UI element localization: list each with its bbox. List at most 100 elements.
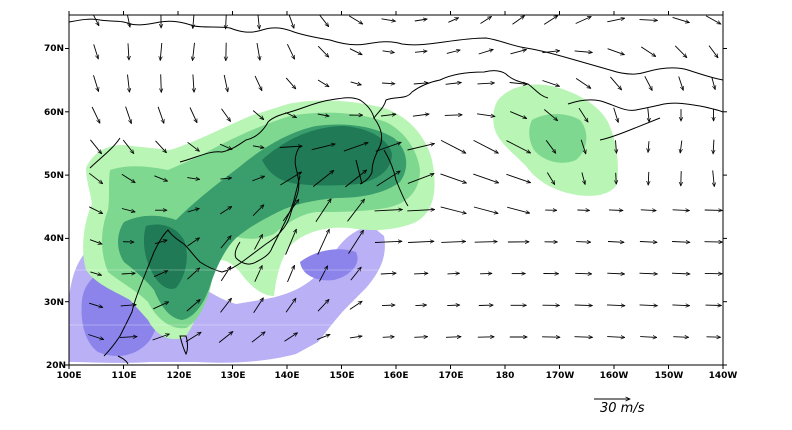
wind-vector: [672, 16, 690, 22]
reference-vector: 30 m/s: [594, 399, 645, 416]
wind-vector: [121, 173, 135, 182]
wind-vector: [153, 270, 168, 278]
asia-coastline: [89, 70, 549, 357]
wind-vector: [544, 109, 557, 121]
wind-vector: [545, 140, 556, 153]
wind-vector: [639, 305, 658, 306]
lon-label-140e: 140E: [275, 371, 300, 381]
wind-vector: [473, 140, 499, 154]
wind-vector: [648, 171, 649, 185]
wind-vector: [408, 241, 434, 242]
wind-vector: [186, 300, 200, 312]
wind-vector: [506, 173, 530, 182]
reference-vector-label: 30 m/s: [600, 401, 645, 416]
wind-vector: [187, 178, 199, 180]
wind-vector: [254, 75, 263, 91]
purple-shading-east: [300, 249, 358, 281]
wind-vector: [477, 113, 495, 117]
wind-vector: [154, 175, 167, 181]
wind-vector: [414, 19, 427, 21]
wind-vector: [382, 83, 395, 84]
wind-vector: [639, 273, 658, 274]
wind-vector: [125, 106, 132, 124]
wind-vector: [414, 273, 428, 274]
wind-vector: [252, 110, 264, 120]
green-shading-northeast-core: [529, 114, 587, 163]
wind-vector: [185, 332, 201, 343]
wind-vector: [447, 305, 460, 306]
wind-vector: [473, 173, 498, 183]
green-shading-darkest: [262, 126, 392, 186]
wind-vector: [128, 43, 129, 60]
wind-vector: [220, 236, 231, 249]
wind-vector: [648, 108, 649, 122]
wind-vector: [607, 18, 624, 23]
wind-vector: [251, 332, 265, 343]
wind-vector: [444, 115, 462, 116]
wind-vector: [252, 205, 264, 217]
wind-vector: [189, 107, 198, 123]
wind-vector: [317, 229, 330, 255]
wind-vector: [575, 78, 591, 88]
wind-vector: [88, 334, 103, 340]
wind-vector: [542, 80, 560, 87]
wind-vector: [578, 107, 588, 122]
wind-vector: [221, 108, 231, 122]
wind-vector: [252, 146, 264, 148]
coastlines: [69, 18, 723, 365]
wind-vector: [319, 15, 328, 26]
lon-label-160w: 160W: [600, 371, 629, 381]
wind-vector: [155, 140, 167, 153]
lon-label-130e: 130E: [221, 371, 246, 381]
wind-vectors: [88, 15, 722, 343]
wind-vector: [407, 174, 434, 184]
grid-seams: [69, 269, 384, 326]
wind-vector: [580, 139, 586, 154]
wind-vector: [349, 301, 362, 310]
wind-vector: [120, 305, 137, 306]
wind-vector: [282, 199, 299, 222]
lat-label-70n: 70N: [44, 44, 64, 54]
wind-vector: [640, 337, 657, 338]
wind-vector: [606, 305, 625, 306]
wind-vector: [382, 337, 395, 338]
wind-vector: [616, 140, 617, 153]
lon-label-180: 180: [496, 371, 515, 381]
wind-vector: [507, 206, 530, 213]
wind-vector: [285, 229, 297, 255]
wind-vector: [512, 16, 525, 25]
wind-vector: [89, 302, 103, 307]
wind-vector: [93, 75, 99, 91]
wind-vector: [639, 20, 658, 21]
wind-vector: [610, 76, 621, 90]
wind-vector: [220, 178, 231, 179]
wind-vector: [317, 299, 329, 312]
wind-vector: [160, 42, 162, 60]
wind-vector: [640, 46, 656, 57]
wind-vector: [543, 16, 558, 25]
lat-label-60n: 60N: [44, 108, 64, 118]
wind-vector: [153, 301, 168, 310]
wind-vector: [415, 305, 426, 306]
wind-vector: [349, 48, 362, 56]
lon-label-140w: 140W: [709, 371, 738, 381]
wind-vector: [220, 298, 232, 313]
wind-vector: [187, 208, 200, 213]
wind-vector: [680, 140, 682, 153]
wind-vector: [223, 74, 228, 92]
wind-vector: [93, 44, 99, 59]
wind-vector: [542, 51, 559, 53]
wind-vector: [187, 141, 200, 151]
wind-vector: [317, 114, 329, 116]
green-shading-darkest-west: [143, 224, 187, 289]
latitude-axis-labels: 20N 30N 40N 50N 60N 70N: [44, 44, 66, 371]
wind-vector: [288, 15, 294, 29]
wind-vector: [407, 144, 435, 151]
wind-vector: [506, 140, 530, 154]
taiwan-island: [179, 335, 188, 356]
wind-vector: [414, 337, 427, 338]
wind-vector: [311, 144, 335, 151]
wind-vector: [380, 273, 396, 274]
wind-vector: [445, 337, 461, 338]
wind-vector: [219, 206, 232, 215]
